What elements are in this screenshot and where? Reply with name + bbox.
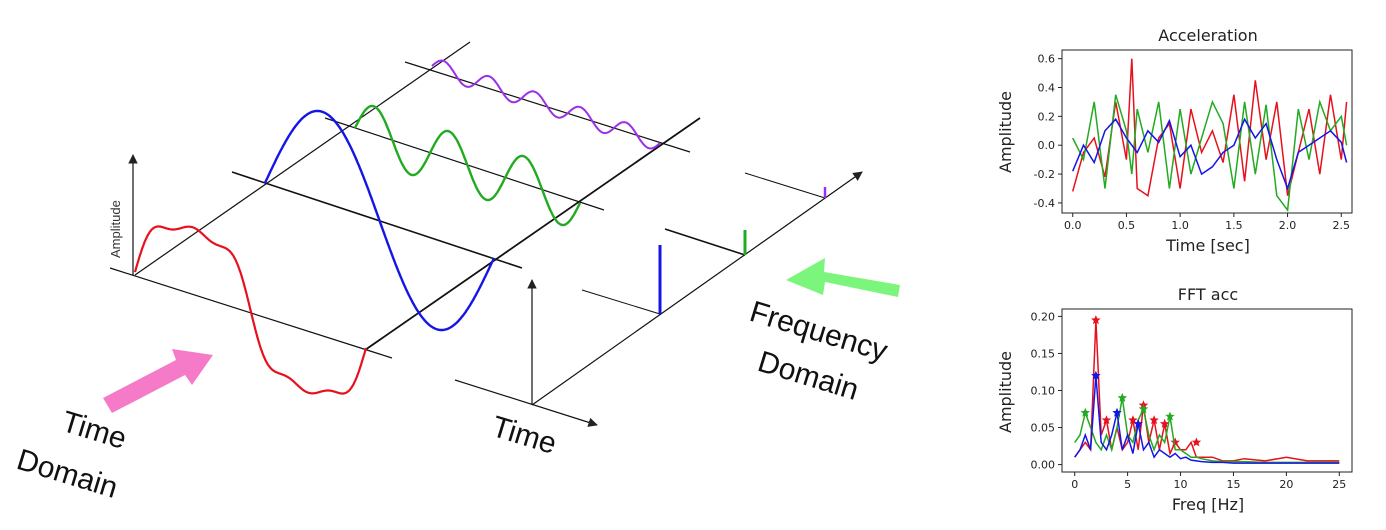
time-axis-label: Time (488, 410, 560, 461)
wave2-baseline (324, 117, 605, 211)
star-marker (1138, 404, 1149, 414)
fft-series (1074, 315, 1340, 464)
y-tick-label: 0.20 (1031, 310, 1056, 323)
x-tick-label: 2.5 (1333, 219, 1351, 232)
time-axis-arrow (454, 379, 598, 427)
x-tick-label: 5 (1124, 478, 1131, 491)
acceleration-chart: Acceleration 0.0 0.5 1.0 1.5 2.0 2.5-0.4-0.20… (996, 26, 1353, 255)
fft-x-axis-label: Freq [Hz] (1172, 495, 1244, 514)
star-marker (1170, 437, 1180, 447)
fft-ticks: 0 5 10 15 20 25 0.00 0.05 0.10 0.15 0.20 (1031, 310, 1347, 491)
freq-line-2 (664, 228, 746, 256)
time-domain-label-line1: Time (58, 405, 130, 456)
star-marker (1091, 315, 1101, 325)
freq-depth-axis (531, 171, 863, 406)
series-line-1 (1072, 94, 1348, 213)
wave-2 (353, 104, 582, 227)
fft-chart-title: FFT acc (1178, 285, 1238, 304)
x-tick-label: 2.0 (1279, 219, 1297, 232)
star-marker (1080, 407, 1090, 417)
y-tick-label: -0.2 (1034, 168, 1055, 181)
x-tick-label: 0.0 (1064, 219, 1082, 232)
y-tick-label: 0.2 (1038, 110, 1056, 123)
star-marker (1117, 392, 1128, 402)
star-marker (1091, 370, 1101, 380)
depth-axis-lines (109, 41, 701, 359)
x-tick-label: 15 (1226, 478, 1240, 491)
frequency-axes (454, 171, 863, 427)
star-marker (1159, 418, 1170, 428)
x-tick-label: 0 (1071, 478, 1078, 491)
time-domain-arrow (103, 349, 213, 413)
star-marker (1128, 415, 1138, 425)
freq-line-1 (581, 289, 661, 315)
acceleration-ticks: 0.0 0.5 1.0 1.5 2.0 2.5 -0.4 -0.2 0.0 0.2 0.4 0.6 (1034, 53, 1350, 232)
y-tick-label: 0.6 (1038, 53, 1056, 66)
y-tick-label: -0.4 (1034, 197, 1055, 210)
main-depth-line (364, 117, 701, 351)
wave-1 (263, 109, 496, 332)
composite-depth-line (134, 41, 471, 276)
x-tick-label: 10 (1174, 478, 1188, 491)
acceleration-y-axis-label: Amplitude (996, 91, 1015, 173)
time-domain-label-line2: Domain (13, 443, 122, 505)
wave1-baseline (231, 171, 523, 269)
y-tick-label: 0.10 (1031, 385, 1056, 398)
fft-y-axis-label: Amplitude (996, 351, 1015, 433)
y-tick-label: 0.15 (1031, 347, 1056, 360)
acceleration-x-axis-label: Time [sec] (1165, 236, 1250, 255)
wave-3 (431, 59, 661, 150)
series-line-0 (1071, 58, 1348, 197)
star-marker (1191, 437, 1202, 447)
star-marker (1101, 415, 1112, 425)
acceleration-series (1071, 58, 1348, 213)
y-tick-label: 0.0 (1038, 139, 1056, 152)
x-tick-label: 20 (1279, 478, 1293, 491)
composite-wave (133, 225, 368, 395)
frequency-domain-arrow (786, 258, 900, 297)
star-marker (1112, 407, 1122, 417)
acceleration-plot-frame (1061, 49, 1353, 214)
star-marker (1165, 411, 1175, 421)
star-marker (1149, 415, 1159, 425)
acceleration-chart-title: Acceleration (1158, 26, 1257, 45)
series-line-1 (1074, 397, 1340, 464)
star-marker (1133, 418, 1143, 428)
y-tick-label: 0.05 (1031, 422, 1056, 435)
x-tick-label: 0.5 (1118, 219, 1136, 232)
x-tick-label: 1.5 (1225, 219, 1243, 232)
amplitude-axis-label: Amplitude (108, 200, 123, 258)
fft-chart: FFT acc 0 5 10 15 20 25 0.00 0.05 0.10 0.15 0.20 F… (996, 285, 1353, 514)
series-line-2 (1072, 117, 1348, 191)
y-tick-label: 0.4 (1038, 82, 1056, 95)
y-tick-label: 0.00 (1031, 459, 1056, 472)
x-tick-label: 25 (1332, 478, 1346, 491)
freq-line-3 (744, 172, 826, 199)
time-frequency-diagram: Amplitude Time Domain Time Frequency Dom… (13, 41, 900, 505)
x-tick-label: 1.0 (1171, 219, 1189, 232)
series-line-2 (1074, 375, 1340, 464)
